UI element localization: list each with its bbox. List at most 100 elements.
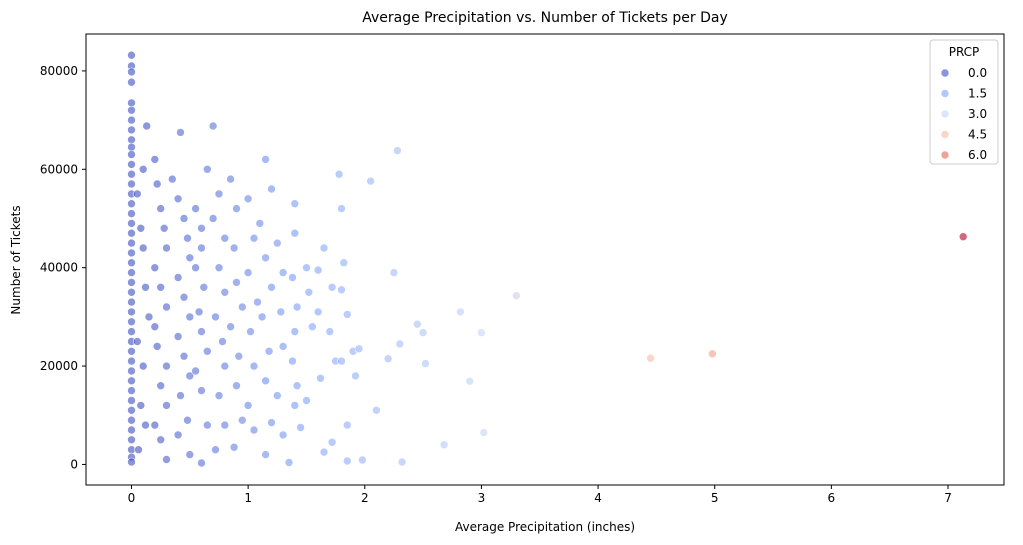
x-tick-label: 4 [594,491,602,505]
x-tick-label: 6 [828,491,836,505]
scatter-point [127,376,136,386]
scatter-point [127,405,136,415]
scatter-point [185,450,195,459]
scatter-point [150,263,160,273]
scatter-point [958,232,968,241]
scatter-point [185,253,195,263]
scatter-point [173,332,183,341]
scatter-point [208,121,218,131]
scatter-point [144,312,154,322]
scatter-point [176,391,185,400]
scatter-point [197,243,206,253]
scatter-point [127,297,136,307]
scatter-point [138,361,148,371]
scatter-point [197,327,206,336]
scatter-point [127,199,136,208]
scatter-point [272,391,282,400]
scatter-point [127,179,136,189]
scatter-point [179,292,189,302]
scatter-point [127,142,136,152]
scatter-point [127,457,136,467]
scatter-point [393,146,402,155]
legend-label: 4.5 [968,128,987,142]
scatter-point [421,359,430,368]
scatter-point [214,391,224,400]
scatter-point [127,396,136,405]
scatter-point [337,356,346,366]
plot-frame [85,33,1005,486]
scatter-point [366,176,375,186]
scatter-point [261,155,270,164]
points-layer [127,50,968,468]
scatter-point [238,415,247,425]
scatter-point [232,204,241,213]
scatter-point [296,423,305,432]
scatter-point [203,165,212,174]
scatter-point [220,233,230,243]
scatter-point [439,440,449,450]
scatter-point [512,291,521,301]
scatter-point [127,219,136,228]
scatter-point [307,322,317,332]
scatter-point [232,381,241,391]
legend-label: 3.0 [968,107,987,121]
scatter-point [261,450,270,459]
scatter-point [127,248,136,258]
x-tick-label: 3 [478,491,486,505]
scatter-point [203,346,212,356]
scatter-point [162,361,171,371]
scatter-point [243,194,253,204]
scatter-point [197,224,206,233]
scatter-point [150,420,160,430]
scatter-point [127,366,136,376]
scatter-point [342,310,352,319]
scatter-point [127,435,136,445]
scatter-point [214,189,224,199]
legend: PRCP 0.0 1.5 3.0 4.5 6.0 [929,39,999,165]
scatter-point [162,455,171,464]
scatter-point [243,401,253,410]
scatter-point [334,169,344,179]
scatter-point [127,105,136,115]
scatter-point [304,287,314,297]
scatter-point [127,415,136,425]
scatter-point [325,327,335,336]
scatter-point [302,396,311,405]
scatter-point [267,282,276,292]
scatter-point [288,273,297,282]
scatter-point [152,342,162,351]
scatter-point [185,371,195,381]
y-tick-label: 0 [70,457,78,471]
scatter-point [238,302,247,312]
scatter-point [264,346,274,356]
scatter-point [383,354,393,364]
scatter-point [327,282,337,292]
scatter-point [267,184,276,194]
scatter-point [156,435,165,445]
scatter-point [133,189,142,199]
scatter-point [185,312,195,322]
scatter-point [127,98,136,108]
scatter-point [272,238,282,248]
scatter-point [220,361,230,371]
scatter-point [156,282,165,292]
scatter-point [337,285,346,295]
scatter-point [302,263,311,273]
scatter-point [136,224,146,233]
scatter-point [127,327,136,336]
scatter-point [342,420,352,430]
scatter-point [319,243,329,253]
scatter-point [127,268,136,277]
scatter-point [313,265,323,275]
scatter-point [327,437,337,447]
scatter-point [351,371,360,381]
legend-marker [940,68,950,78]
scatter-point [191,263,200,273]
x-axis-ticks: 0 1 2 3 4 5 6 7 [128,485,952,505]
scatter-point [479,428,489,437]
legend-marker [940,130,950,139]
scatter-point [278,268,288,277]
scatter-point [176,128,185,137]
scatter-point [162,302,171,312]
y-tick-label: 20000 [40,359,78,373]
